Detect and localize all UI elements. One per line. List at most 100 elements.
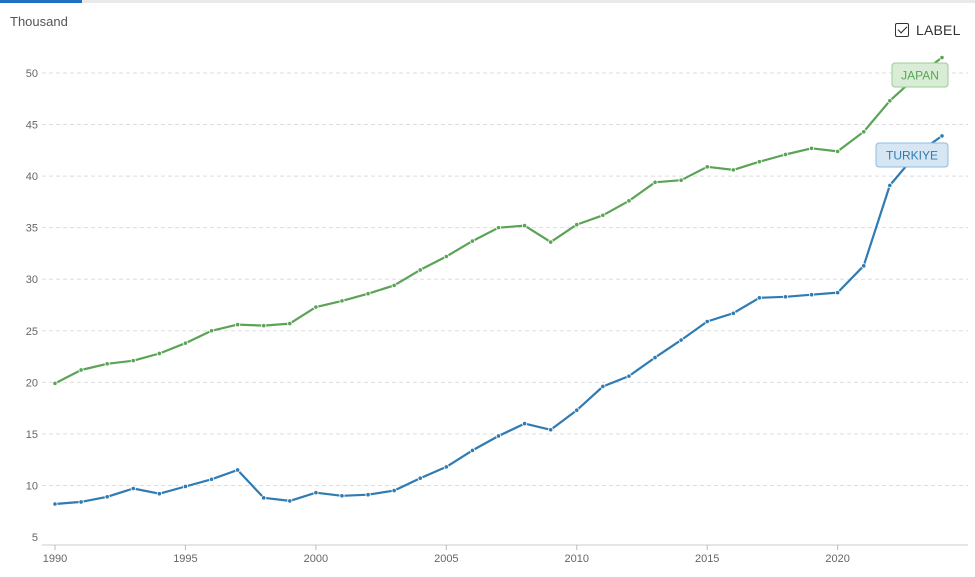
data-point-turkiye [652, 354, 658, 361]
data-point-turkiye [548, 427, 554, 433]
label-toggle-text: LABEL [916, 22, 961, 38]
x-tick-label: 2005 [434, 553, 458, 565]
data-point-turkiye [495, 433, 502, 439]
data-point-japan [261, 323, 267, 329]
data-point-turkiye [678, 337, 684, 343]
data-point-japan [417, 267, 423, 273]
series-tag-turkiye: TURKIYE [875, 142, 949, 168]
data-point-japan [313, 304, 319, 310]
data-point-japan [391, 282, 397, 289]
data-point-turkiye [782, 294, 789, 300]
data-point-japan [678, 177, 684, 183]
data-point-turkiye [313, 490, 319, 496]
data-point-japan [756, 159, 762, 165]
data-point-japan [521, 223, 528, 229]
data-point-turkiye [287, 498, 293, 504]
axis-layer: 5 10 15 20 25 30 35 40 45 50 1990 1995 2000 2005 2010 2… [26, 68, 968, 565]
data-point-japan [182, 340, 189, 346]
x-tick-label: 1995 [173, 553, 197, 565]
y-tick-label: 50 [26, 68, 38, 80]
series-tag-box [875, 142, 949, 168]
data-point-turkiye [521, 420, 528, 427]
checkbox-checked-icon[interactable] [895, 23, 909, 37]
data-point-turkiye [835, 290, 841, 296]
data-point-japan [574, 221, 580, 228]
data-point-turkiye [156, 491, 162, 497]
data-point-japan [156, 350, 162, 357]
series-tag-japan: JAPAN [891, 62, 949, 88]
data-point-turkiye [756, 295, 762, 301]
x-tick-label: 2015 [695, 553, 719, 565]
series-line-japan [54, 56, 943, 385]
y-tick-label: 25 [26, 326, 38, 338]
data-point-turkiye [391, 487, 397, 494]
series-tag-label: JAPAN [901, 69, 939, 83]
y-tick-label: 10 [26, 480, 38, 492]
data-point-japan [808, 145, 815, 151]
data-point-japan [52, 380, 58, 386]
data-point-japan [365, 291, 371, 297]
x-tick-label: 2000 [304, 553, 328, 565]
series-tag-layer: JAPAN TURKIYE [875, 62, 949, 168]
data-point-turkiye [208, 476, 215, 482]
y-tick-label: 15 [26, 429, 38, 441]
data-point-turkiye [52, 501, 58, 507]
data-point-turkiye [730, 310, 736, 316]
data-point-turkiye [574, 407, 580, 413]
data-point-japan [443, 253, 449, 260]
data-point-japan [104, 361, 110, 367]
data-point-japan [887, 98, 893, 104]
data-point-turkiye [443, 464, 449, 470]
data-point-japan [704, 164, 710, 170]
data-point-turkiye [235, 467, 241, 473]
data-point-turkiye [626, 373, 632, 379]
data-point-japan [469, 238, 476, 244]
y-axis-unit-label: Thousand [10, 14, 68, 29]
tab-strip [0, 0, 975, 3]
data-point-japan [235, 321, 241, 328]
data-point-turkiye [704, 318, 710, 325]
y-tick-label: 30 [26, 274, 38, 286]
data-point-japan [600, 212, 606, 218]
data-point-japan [939, 54, 945, 61]
data-point-turkiye [339, 493, 345, 499]
data-point-japan [495, 225, 502, 231]
series-tag-box [891, 62, 949, 88]
y-tick-label: 45 [26, 120, 38, 132]
x-tick-label: 1990 [43, 553, 67, 565]
data-point-turkiye [78, 499, 84, 505]
data-point-turkiye [469, 447, 476, 453]
data-point-turkiye [808, 292, 815, 298]
data-point-japan [287, 320, 293, 327]
active-tab-indicator[interactable] [0, 0, 82, 3]
x-tick-label: 2020 [825, 553, 849, 565]
data-point-japan [339, 298, 345, 304]
data-point-japan [782, 151, 789, 158]
data-point-turkiye [861, 263, 867, 269]
y-tick-label: 5 [32, 532, 38, 544]
data-point-japan [861, 129, 867, 135]
data-point-turkiye [887, 182, 893, 188]
data-point-japan [730, 167, 736, 173]
data-point-japan [208, 328, 215, 334]
series-line-turkiye [54, 135, 943, 506]
data-point-turkiye [261, 495, 267, 501]
data-point-turkiye [939, 133, 945, 139]
data-point-turkiye [104, 494, 110, 500]
data-point-japan [548, 239, 554, 245]
y-tick-label: 20 [26, 377, 38, 389]
data-point-turkiye [365, 492, 371, 498]
series-layer [52, 54, 945, 507]
data-point-turkiye [182, 483, 189, 490]
data-point-turkiye [600, 383, 606, 390]
data-point-japan [78, 367, 84, 373]
series-tag-label: TURKIYE [886, 149, 938, 163]
data-point-japan [626, 198, 632, 204]
data-point-turkiye [130, 485, 136, 492]
data-point-japan [130, 358, 136, 364]
data-point-japan [652, 179, 658, 185]
data-point-turkiye [417, 475, 423, 481]
label-toggle[interactable]: LABEL [895, 21, 961, 39]
data-point-japan [835, 148, 841, 154]
